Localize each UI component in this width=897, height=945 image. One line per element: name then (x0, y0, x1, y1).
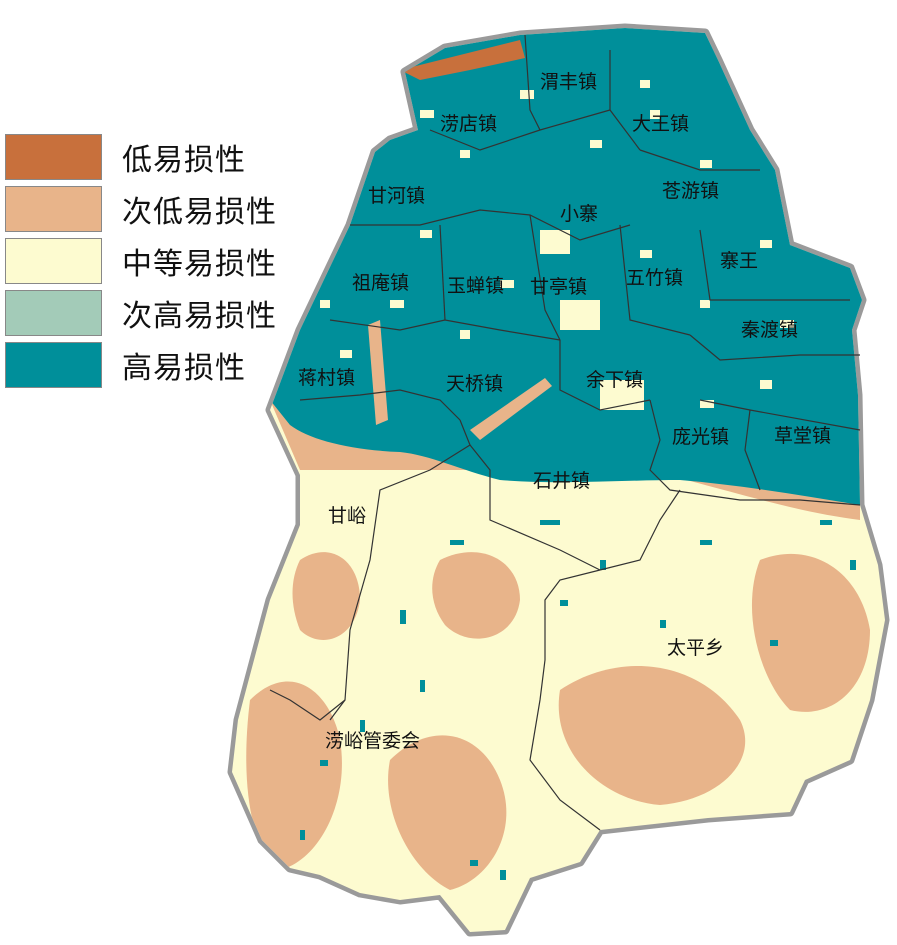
zone-lower-patch-southwest (292, 552, 360, 640)
label-cangyou: 苍游镇 (662, 180, 719, 202)
zone-lower-patch-east (751, 553, 870, 712)
township-boundaries (269, 34, 861, 831)
legend-item-high: 高易损性 (5, 339, 277, 391)
zone-lower-patch-center (388, 735, 507, 890)
label-ganyu: 甘峪 (328, 505, 366, 527)
label-wuzhu: 五竹镇 (626, 267, 683, 289)
zone-river-west (368, 320, 388, 425)
label-qindu: 秦渡镇 (741, 319, 798, 341)
legend-swatch-higher (5, 290, 102, 336)
label-hanwang: 寨王 (720, 250, 758, 272)
legend-swatch-low (5, 134, 102, 180)
label-taiping: 太平乡 (667, 637, 724, 659)
label-yuchan: 玉蝉镇 (447, 275, 504, 297)
legend-swatch-medium (5, 238, 102, 284)
label-pangguang: 庞光镇 (672, 426, 729, 448)
legend-item-higher: 次高易损性 (5, 287, 277, 339)
zone-high-north (260, 28, 885, 505)
label-zuan: 祖庵镇 (352, 272, 409, 294)
label-shijing: 石井镇 (533, 470, 590, 492)
place-labels: 渭丰镇 涝店镇 大王镇 甘河镇 苍游镇 小寨 寨王 祖庵镇 玉蝉镇 甘亭镇 五竹… (298, 71, 831, 752)
legend-label-medium: 中等易损性 (122, 247, 277, 282)
zone-low-ridge (400, 40, 525, 80)
label-caotang: 草堂镇 (774, 425, 831, 447)
label-ganting: 甘亭镇 (530, 276, 587, 298)
legend-item-lower: 次低易损性 (5, 183, 277, 235)
label-laoyu: 涝峪管委会 (325, 730, 420, 752)
label-weifeng: 渭丰镇 (540, 71, 597, 93)
legend-item-low: 低易损性 (5, 131, 277, 183)
legend-swatch-high (5, 342, 102, 388)
zone-lower-patch-west (246, 681, 342, 870)
label-dawang: 大王镇 (632, 113, 689, 135)
legend-swatch-lower (5, 186, 102, 232)
label-jiangcun: 蒋村镇 (298, 367, 355, 389)
label-yuxia: 余下镇 (586, 369, 643, 391)
legend-label-higher: 次高易损性 (122, 299, 277, 334)
high-speckles (300, 520, 856, 880)
label-laodian: 涝店镇 (440, 113, 497, 135)
zone-river-center (470, 378, 552, 440)
legend-item-medium: 中等易损性 (5, 235, 277, 287)
legend: 低易损性 次低易损性 中等易损性 次高易损性 高易损性 (5, 131, 277, 391)
legend-label-high: 高易损性 (122, 351, 246, 386)
label-tianqiao: 天桥镇 (446, 373, 503, 395)
legend-label-lower: 次低易损性 (122, 195, 277, 230)
label-xiaozhai: 小寨 (560, 203, 598, 225)
label-ganhe: 甘河镇 (368, 185, 425, 207)
zone-lower-patch-mid (432, 552, 520, 639)
zone-lower-patch-south-east (558, 666, 746, 805)
legend-label-low: 低易损性 (122, 143, 246, 178)
